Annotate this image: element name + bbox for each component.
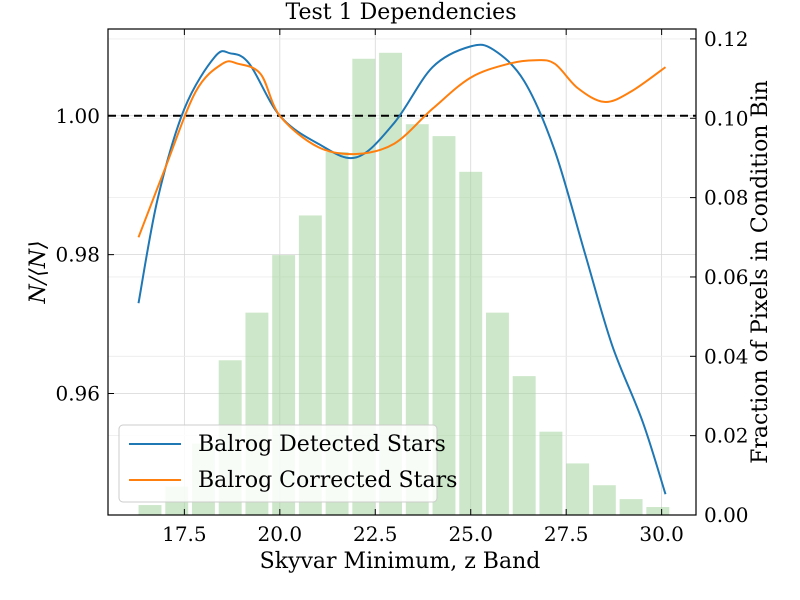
histogram-bar — [539, 431, 563, 515]
histogram-bar — [486, 312, 509, 515]
legend: Balrog Detected Stars Balrog Corrected St… — [118, 424, 457, 503]
x-tick-label: 20.0 — [258, 522, 303, 546]
histogram-bar — [325, 151, 349, 515]
y-tick-label: 0.96 — [55, 382, 100, 406]
x-tick-label: 22.5 — [353, 522, 398, 546]
y-tick-label-right: 0.06 — [704, 265, 749, 289]
y-tick-label-right: 0.08 — [704, 186, 749, 210]
histogram-bar — [379, 52, 402, 516]
histogram-bar — [619, 499, 643, 515]
y-tick-label: 1.00 — [55, 104, 100, 128]
chart-title: Test 1 Dependencies — [286, 0, 517, 25]
y-tick-label-right: 0.00 — [704, 503, 749, 527]
series-lines — [137, 43, 667, 495]
series-line-0 — [137, 43, 667, 495]
histogram-bar — [432, 136, 456, 516]
series-line-1 — [137, 59, 667, 238]
x-tick-label: 17.5 — [162, 522, 207, 546]
histogram-bar — [352, 58, 376, 516]
y-tick-label-right: 0.02 — [704, 424, 749, 448]
y-tick-label-right: 0.04 — [704, 344, 749, 368]
histogram-bar — [138, 505, 162, 515]
histogram-bar — [459, 171, 483, 515]
x-tick-label: 27.5 — [544, 522, 589, 546]
histogram-bar — [512, 376, 536, 515]
legend-box — [118, 424, 438, 503]
histogram-bar — [566, 463, 590, 515]
histogram-bar — [592, 485, 616, 515]
axis-ticks: 17.5 20.0 22.5 25.0 27.5 30.0 0.96 0.98 1.00 0.00… — [55, 27, 748, 546]
y-axis-title: N/⟨N⟩ — [26, 240, 51, 304]
y-tick-label-right: 0.12 — [704, 27, 749, 51]
legend-label-1: Balrog Corrected Stars — [198, 468, 457, 493]
y-tick-label-right: 0.10 — [704, 106, 749, 130]
legend-label-0: Balrog Detected Stars — [198, 432, 446, 457]
x-tick-label: 30.0 — [639, 522, 684, 546]
histogram-bar — [405, 124, 429, 516]
histogram-bar — [646, 507, 670, 515]
y-axis-right-title: Fraction of Pixels in Condition Bin — [748, 80, 773, 464]
y-tick-label: 0.98 — [55, 243, 100, 267]
plot-frame — [107, 28, 697, 516]
x-tick-label: 25.0 — [448, 522, 493, 546]
x-axis-title: Skyvar Minimum, z Band — [260, 549, 541, 574]
